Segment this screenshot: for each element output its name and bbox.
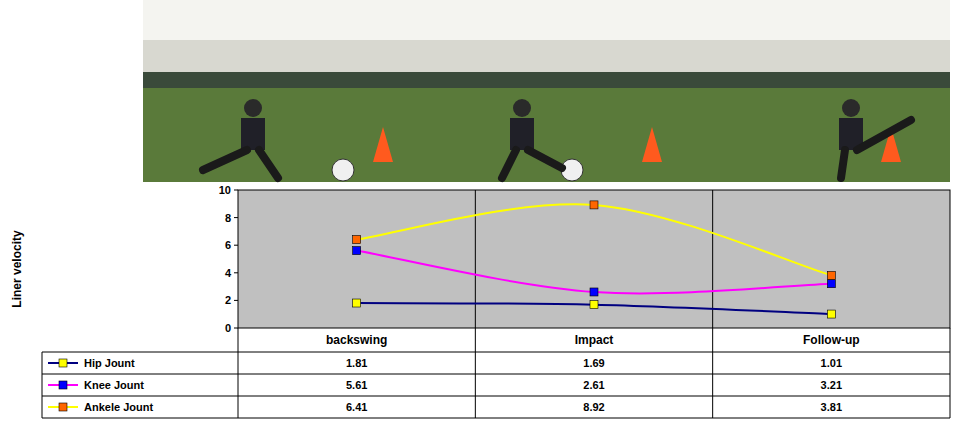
line-marker — [827, 271, 835, 279]
legend-marker — [59, 381, 67, 389]
table-value: 3.81 — [821, 401, 842, 413]
line-marker — [353, 247, 361, 255]
table-value: 1.69 — [583, 357, 604, 369]
table-value: 1.01 — [821, 357, 842, 369]
chart: 0 2 4 6 8 10 Liner velocity backswing Impact Foll… — [0, 0, 957, 423]
photo-player — [244, 99, 262, 117]
y-tick — [234, 245, 238, 246]
table-line — [42, 352, 950, 353]
y-tick-label: 10 — [219, 184, 231, 196]
y-tick — [234, 272, 238, 273]
y-tick-label: 4 — [225, 267, 232, 279]
legend-marker — [59, 359, 67, 367]
y-tick — [234, 328, 238, 329]
photo-player — [857, 120, 911, 150]
photo-player — [259, 150, 278, 178]
photo-player — [203, 150, 247, 170]
line-marker — [827, 280, 835, 288]
x-tick-label: backswing — [326, 333, 387, 347]
legend-label: Ankele Jount — [84, 401, 153, 413]
y-tick-label: 2 — [225, 294, 231, 306]
table-value: 3.21 — [821, 379, 842, 391]
photo-ball — [332, 159, 354, 181]
series-line — [357, 251, 832, 294]
photo-grass — [412, 88, 681, 182]
table-value: 8.92 — [583, 401, 604, 413]
table-line — [42, 352, 43, 418]
photo-wall — [143, 72, 412, 88]
photo-wall — [412, 72, 681, 88]
y-tick-label: 6 — [225, 239, 231, 251]
photo-player — [502, 150, 516, 178]
table-value: 2.61 — [583, 379, 604, 391]
table-line — [42, 374, 950, 375]
table-value: 6.41 — [346, 401, 367, 413]
photo-player — [842, 99, 860, 117]
y-tick — [234, 300, 238, 301]
photo-player — [513, 99, 531, 117]
y-tick — [234, 217, 238, 218]
line-marker — [590, 288, 598, 296]
photo-frame — [412, 0, 681, 182]
y-tick-label: 8 — [225, 212, 231, 224]
table-line — [238, 328, 239, 418]
photo-player — [528, 150, 562, 168]
line-marker — [353, 299, 361, 307]
photo-grass — [143, 88, 412, 182]
y-axis-title: Liner velocity — [10, 230, 24, 308]
line-marker — [353, 236, 361, 244]
photo-wall — [681, 72, 950, 88]
data-group — [353, 201, 836, 318]
legend-label: Knee Jount — [84, 379, 144, 391]
line-marker — [590, 301, 598, 309]
photo-cone — [373, 127, 393, 162]
y-tick — [234, 190, 238, 191]
column-divider — [712, 190, 713, 418]
table-line — [950, 328, 951, 418]
photo-frame — [143, 0, 412, 182]
photo-player — [841, 150, 845, 178]
table-line — [42, 418, 950, 419]
y-tick-label: 0 — [225, 322, 231, 334]
x-tick-label: Impact — [575, 333, 614, 347]
line-marker — [827, 310, 835, 318]
line-marker — [590, 201, 598, 209]
plot-area — [238, 190, 950, 328]
legend-label: Hip Jount — [84, 357, 135, 369]
legend-marker — [59, 403, 67, 411]
x-tick-label: Follow-up — [803, 333, 860, 347]
table-line — [42, 396, 950, 397]
photo-grass — [681, 88, 950, 182]
table-value: 5.61 — [346, 379, 367, 391]
photo-cone — [642, 127, 662, 162]
photo-frame — [681, 0, 950, 182]
table-value: 1.81 — [346, 357, 367, 369]
photo-player — [510, 118, 534, 150]
photo-player — [241, 118, 265, 150]
series-line — [357, 204, 832, 275]
